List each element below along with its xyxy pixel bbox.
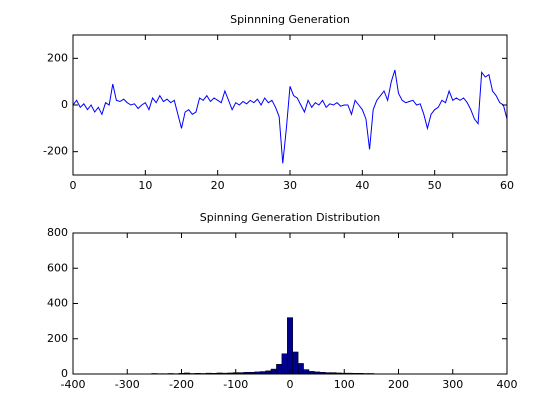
hist-bar (292, 351, 299, 375)
y-tick-label: 600 (47, 261, 68, 274)
x-tick-label: -400 (61, 378, 86, 391)
plot-area (73, 35, 507, 175)
x-tick-label: 40 (355, 179, 369, 192)
hist-bar (297, 363, 304, 375)
x-tick-label: 60 (500, 179, 514, 192)
y-tick-label: 400 (47, 297, 68, 310)
x-tick-label: 30 (283, 179, 297, 192)
y-tick-label: 800 (47, 226, 68, 239)
y-tick-label: -200 (43, 145, 68, 158)
x-tick-label: -100 (223, 378, 248, 391)
hist-bar (270, 368, 277, 375)
hist-bar (303, 369, 310, 375)
x-tick-label: 400 (497, 378, 518, 391)
hist-bar (287, 317, 293, 375)
x-tick-label: 20 (211, 179, 225, 192)
x-tick-label: 0 (70, 179, 77, 192)
chart-title: Spinnning Generation (230, 13, 350, 26)
x-tick-label: 0 (287, 378, 294, 391)
y-tick-label: 0 (61, 367, 68, 380)
x-tick-label: 300 (442, 378, 463, 391)
x-tick-label: -300 (115, 378, 140, 391)
hist-bar (281, 353, 288, 375)
x-tick-label: -200 (169, 378, 194, 391)
y-tick-label: 200 (47, 51, 68, 64)
y-tick-label: 0 (61, 98, 68, 111)
x-tick-label: 10 (138, 179, 152, 192)
chart-title: Spinning Generation Distribution (200, 211, 381, 224)
x-tick-label: 100 (334, 378, 355, 391)
x-tick-label: 50 (428, 179, 442, 192)
hist-bar (276, 364, 283, 375)
data-line (72, 69, 508, 164)
y-tick-label: 200 (47, 332, 68, 345)
x-tick-label: 200 (388, 378, 409, 391)
